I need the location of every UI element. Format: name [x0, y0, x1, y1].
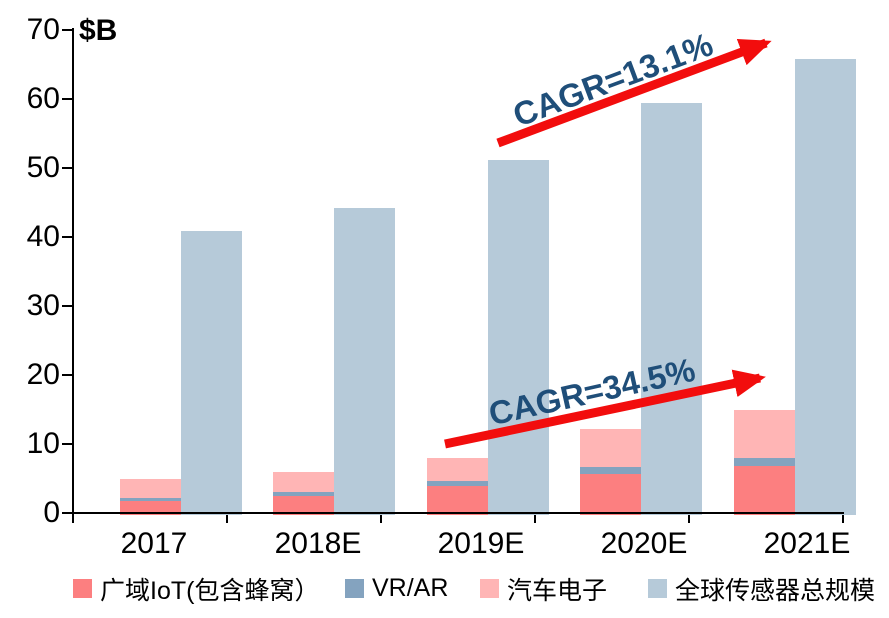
- legend-label: 汽车电子: [507, 576, 608, 605]
- y-tick-label: 0: [43, 496, 60, 529]
- stacked-bar-segment-广域IoT(包含蜂窝）: [580, 474, 642, 515]
- x-tick-mark: [72, 513, 74, 523]
- legend-label: 全球传感器总规模: [675, 576, 876, 605]
- legend-swatch: [345, 579, 364, 598]
- total-bar: [180, 231, 242, 515]
- x-tick-mark: [842, 513, 844, 523]
- stacked-bar-segment-汽车电子: [426, 457, 488, 482]
- x-category-label: 2019E: [437, 527, 525, 560]
- y-tick-mark: [62, 167, 73, 169]
- y-tick-mark: [62, 305, 73, 307]
- legend-label: VR/AR: [372, 574, 449, 602]
- stacked-bar-segment-VR/AR: [426, 481, 488, 487]
- y-tick-label: 50: [26, 151, 60, 184]
- stacked-bar-segment-VR/AR: [119, 497, 181, 501]
- x-category-label: 2020E: [600, 527, 688, 560]
- stacked-bar-segment-广域IoT(包含蜂窝）: [273, 495, 335, 515]
- y-tick-mark: [62, 98, 73, 100]
- stacked-bar-segment-汽车电子: [273, 471, 335, 493]
- y-tick-mark: [62, 374, 73, 376]
- y-tick-label: 20: [26, 358, 60, 391]
- legend-swatch: [648, 579, 667, 598]
- total-bar: [794, 58, 856, 515]
- stacked-bar-segment-汽车电子: [580, 428, 642, 468]
- stacked-bar-segment-VR/AR: [733, 457, 795, 466]
- y-tick-label: 40: [26, 220, 60, 253]
- x-category-label: 2021E: [763, 527, 851, 560]
- legend-item: 全球传感器总规模: [648, 575, 875, 605]
- y-tick-mark: [62, 512, 73, 514]
- x-tick-mark: [688, 513, 690, 523]
- x-category-label: 2018E: [274, 527, 362, 560]
- y-tick-mark: [62, 29, 73, 31]
- y-tick-label: 60: [26, 82, 60, 115]
- x-tick-mark: [534, 513, 536, 523]
- legend-label: 广域IoT(包含蜂窝）: [100, 576, 320, 605]
- y-tick-label: 30: [26, 289, 60, 322]
- total-bar: [334, 207, 396, 515]
- stacked-bar-segment-广域IoT(包含蜂窝）: [733, 466, 795, 515]
- x-tick-mark: [226, 513, 228, 523]
- x-category-label: 2017: [120, 527, 188, 560]
- total-bar: [641, 103, 703, 515]
- y-tick-mark: [62, 236, 73, 238]
- y-axis-unit-label: $B: [79, 14, 118, 47]
- y-axis-line: [71, 28, 74, 514]
- legend-item: 汽车电子: [480, 575, 607, 605]
- stacked-bar-segment-汽车电子: [119, 479, 181, 498]
- stacked-bar-segment-汽车电子: [733, 410, 795, 458]
- x-tick-mark: [380, 513, 382, 523]
- stacked-bar-segment-广域IoT(包含蜂窝）: [426, 486, 488, 515]
- y-tick-mark: [62, 443, 73, 445]
- legend-item: 广域IoT(包含蜂窝）: [73, 575, 319, 605]
- total-bar: [487, 159, 549, 515]
- legend-item: VR/AR: [345, 574, 449, 602]
- legend-swatch: [480, 579, 499, 598]
- y-tick-label: 70: [26, 13, 60, 46]
- x-axis-line: [72, 511, 844, 514]
- y-tick-label: 10: [26, 427, 60, 460]
- legend-swatch: [73, 579, 92, 598]
- stacked-bar-segment-VR/AR: [580, 467, 642, 475]
- stacked-bar-segment-广域IoT(包含蜂窝）: [119, 500, 181, 515]
- stacked-bar-segment-VR/AR: [273, 492, 335, 496]
